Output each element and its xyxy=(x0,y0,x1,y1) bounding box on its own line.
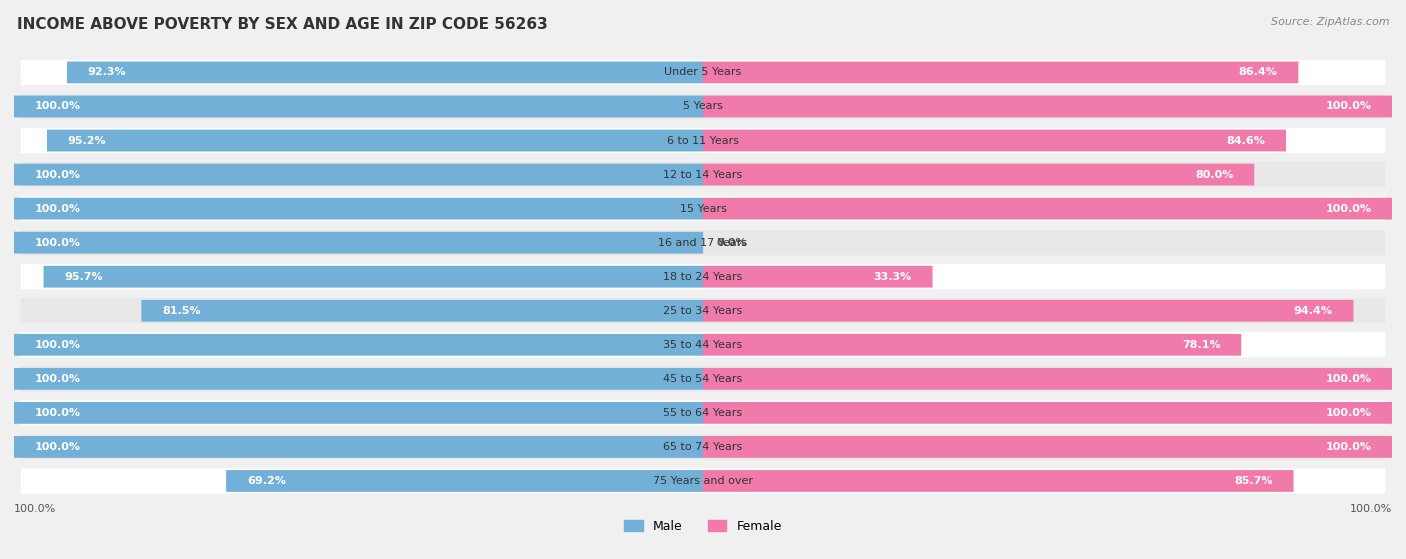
Text: 12 to 14 Years: 12 to 14 Years xyxy=(664,169,742,179)
FancyBboxPatch shape xyxy=(703,96,1392,117)
FancyBboxPatch shape xyxy=(21,332,1385,357)
Text: 100.0%: 100.0% xyxy=(1326,442,1371,452)
FancyBboxPatch shape xyxy=(21,162,1385,187)
Text: 80.0%: 80.0% xyxy=(1195,169,1233,179)
Text: 95.2%: 95.2% xyxy=(67,135,107,145)
Text: 85.7%: 85.7% xyxy=(1234,476,1272,486)
FancyBboxPatch shape xyxy=(703,266,932,287)
Text: 6 to 11 Years: 6 to 11 Years xyxy=(666,135,740,145)
FancyBboxPatch shape xyxy=(703,470,1294,492)
Text: 55 to 64 Years: 55 to 64 Years xyxy=(664,408,742,418)
Legend: Male, Female: Male, Female xyxy=(619,515,787,538)
Text: 33.3%: 33.3% xyxy=(873,272,911,282)
FancyBboxPatch shape xyxy=(703,61,1298,83)
FancyBboxPatch shape xyxy=(14,436,703,458)
Text: 25 to 34 Years: 25 to 34 Years xyxy=(664,306,742,316)
Text: 100.0%: 100.0% xyxy=(35,442,80,452)
Text: 92.3%: 92.3% xyxy=(87,68,127,78)
FancyBboxPatch shape xyxy=(21,128,1385,153)
Text: 0.0%: 0.0% xyxy=(717,238,748,248)
Text: 45 to 54 Years: 45 to 54 Years xyxy=(664,374,742,384)
Text: 100.0%: 100.0% xyxy=(35,374,80,384)
FancyBboxPatch shape xyxy=(14,164,703,186)
FancyBboxPatch shape xyxy=(703,198,1392,220)
Text: 100.0%: 100.0% xyxy=(14,504,56,514)
FancyBboxPatch shape xyxy=(703,164,1254,186)
FancyBboxPatch shape xyxy=(44,266,703,287)
FancyBboxPatch shape xyxy=(21,196,1385,221)
FancyBboxPatch shape xyxy=(14,402,703,424)
FancyBboxPatch shape xyxy=(703,130,1286,151)
FancyBboxPatch shape xyxy=(703,402,1392,424)
Text: 100.0%: 100.0% xyxy=(1326,203,1371,214)
Text: 100.0%: 100.0% xyxy=(1326,408,1371,418)
Text: 100.0%: 100.0% xyxy=(35,102,80,111)
Text: 69.2%: 69.2% xyxy=(247,476,285,486)
Text: 100.0%: 100.0% xyxy=(1326,374,1371,384)
Text: 100.0%: 100.0% xyxy=(35,238,80,248)
FancyBboxPatch shape xyxy=(21,468,1385,494)
FancyBboxPatch shape xyxy=(21,230,1385,255)
FancyBboxPatch shape xyxy=(46,130,703,151)
FancyBboxPatch shape xyxy=(703,368,1392,390)
FancyBboxPatch shape xyxy=(142,300,703,321)
Text: 78.1%: 78.1% xyxy=(1182,340,1220,350)
FancyBboxPatch shape xyxy=(14,96,703,117)
Text: 100.0%: 100.0% xyxy=(35,340,80,350)
Text: Under 5 Years: Under 5 Years xyxy=(665,68,741,78)
FancyBboxPatch shape xyxy=(14,368,703,390)
FancyBboxPatch shape xyxy=(226,470,703,492)
Text: 100.0%: 100.0% xyxy=(1350,504,1392,514)
FancyBboxPatch shape xyxy=(21,434,1385,459)
FancyBboxPatch shape xyxy=(21,60,1385,85)
FancyBboxPatch shape xyxy=(21,264,1385,290)
Text: 84.6%: 84.6% xyxy=(1226,135,1265,145)
Text: 100.0%: 100.0% xyxy=(35,408,80,418)
FancyBboxPatch shape xyxy=(14,198,703,220)
FancyBboxPatch shape xyxy=(67,61,703,83)
FancyBboxPatch shape xyxy=(14,232,703,254)
Text: 18 to 24 Years: 18 to 24 Years xyxy=(664,272,742,282)
FancyBboxPatch shape xyxy=(21,94,1385,119)
FancyBboxPatch shape xyxy=(21,400,1385,425)
FancyBboxPatch shape xyxy=(14,334,703,356)
Text: 100.0%: 100.0% xyxy=(35,203,80,214)
Text: Source: ZipAtlas.com: Source: ZipAtlas.com xyxy=(1271,17,1389,27)
Text: 100.0%: 100.0% xyxy=(1326,102,1371,111)
FancyBboxPatch shape xyxy=(703,436,1392,458)
Text: 5 Years: 5 Years xyxy=(683,102,723,111)
Text: 81.5%: 81.5% xyxy=(162,306,201,316)
FancyBboxPatch shape xyxy=(703,334,1241,356)
Text: 95.7%: 95.7% xyxy=(65,272,103,282)
Text: 100.0%: 100.0% xyxy=(35,169,80,179)
Text: 65 to 74 Years: 65 to 74 Years xyxy=(664,442,742,452)
Text: 94.4%: 94.4% xyxy=(1294,306,1333,316)
Text: 15 Years: 15 Years xyxy=(679,203,727,214)
Text: 16 and 17 Years: 16 and 17 Years xyxy=(658,238,748,248)
FancyBboxPatch shape xyxy=(21,366,1385,391)
FancyBboxPatch shape xyxy=(21,298,1385,323)
Text: 86.4%: 86.4% xyxy=(1239,68,1278,78)
Text: 75 Years and over: 75 Years and over xyxy=(652,476,754,486)
FancyBboxPatch shape xyxy=(703,300,1354,321)
Text: INCOME ABOVE POVERTY BY SEX AND AGE IN ZIP CODE 56263: INCOME ABOVE POVERTY BY SEX AND AGE IN Z… xyxy=(17,17,547,32)
Text: 35 to 44 Years: 35 to 44 Years xyxy=(664,340,742,350)
